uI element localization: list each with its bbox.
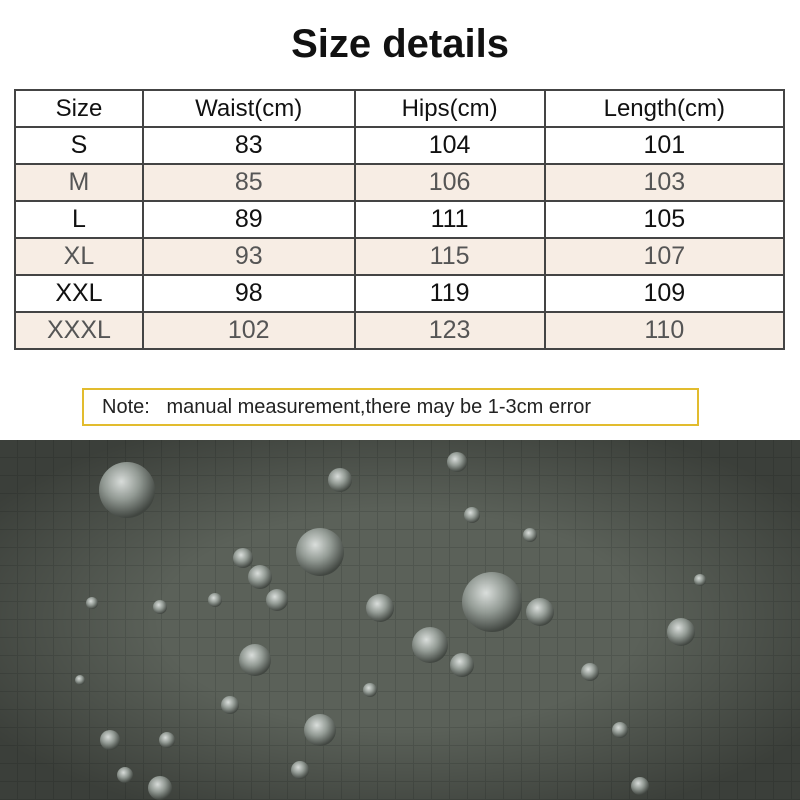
water-droplet <box>581 663 599 681</box>
water-droplet <box>99 462 155 518</box>
water-droplet <box>291 761 309 779</box>
table-cell: 93 <box>141 237 356 276</box>
water-droplet <box>117 767 133 783</box>
note-text: Note: manual measurement,there may be 1-… <box>102 396 592 418</box>
table-cell: 85 <box>141 163 356 202</box>
table-row: XL 93 115 107 <box>14 237 786 276</box>
table-cell: 110 <box>543 311 786 350</box>
table-cell: S <box>14 126 144 165</box>
water-droplet <box>153 600 167 614</box>
header-cell: Size <box>14 89 144 128</box>
water-droplet <box>75 675 85 685</box>
water-droplet <box>221 696 239 714</box>
header-cell: Length(cm) <box>543 89 786 128</box>
table-cell: L <box>14 200 144 239</box>
water-droplet <box>412 627 448 663</box>
water-droplet <box>266 589 288 611</box>
water-droplet <box>631 777 649 795</box>
table-cell: 111 <box>353 200 546 239</box>
water-droplet <box>526 598 554 626</box>
header-cell: Hips(cm) <box>353 89 546 128</box>
water-droplet <box>296 528 344 576</box>
table-cell: 115 <box>353 237 546 276</box>
table-cell: 123 <box>353 311 546 350</box>
water-droplet <box>667 618 695 646</box>
table-header-row: Size Waist(cm) Hips(cm) Length(cm) <box>14 89 786 128</box>
water-droplet <box>328 468 352 492</box>
water-droplet <box>148 776 172 800</box>
water-droplet <box>462 572 522 632</box>
table-cell: 98 <box>141 274 356 313</box>
table-row: M 85 106 103 <box>14 163 786 202</box>
table-cell: XXL <box>14 274 144 313</box>
fabric-water-droplets-image <box>0 440 800 800</box>
water-droplet <box>363 683 377 697</box>
water-droplet <box>100 730 120 750</box>
water-droplet <box>523 528 537 542</box>
water-droplet <box>86 597 98 609</box>
table-row: XXL 98 119 109 <box>14 274 786 313</box>
table-cell: 109 <box>543 274 786 313</box>
header-cell: Waist(cm) <box>141 89 356 128</box>
water-droplet <box>304 714 336 746</box>
page-title: Size details <box>291 22 509 66</box>
table-row: L 89 111 105 <box>14 200 786 239</box>
table-cell: 107 <box>543 237 786 276</box>
water-droplet <box>159 732 175 748</box>
water-droplet <box>248 565 272 589</box>
table-cell: 119 <box>353 274 546 313</box>
table-cell: M <box>14 163 144 202</box>
table-row: S 83 104 101 <box>14 126 786 165</box>
water-droplet <box>450 653 474 677</box>
table-cell: 102 <box>141 311 356 350</box>
water-droplet <box>208 593 222 607</box>
size-table: Size Waist(cm) Hips(cm) Length(cm) S 83 10… <box>14 89 786 350</box>
table-cell: 106 <box>353 163 546 202</box>
table-cell: 83 <box>141 126 356 165</box>
table-row: XXXL 102 123 110 <box>14 311 786 350</box>
table-cell: 89 <box>141 200 356 239</box>
water-droplet <box>233 548 253 568</box>
table-cell: XXXL <box>14 311 144 350</box>
table-cell: 104 <box>353 126 546 165</box>
water-droplet <box>239 644 271 676</box>
table-cell: 105 <box>543 200 786 239</box>
table-cell: XL <box>14 237 144 276</box>
table-cell: 101 <box>543 126 786 165</box>
measurement-note: Note: manual measurement,there may be 1-… <box>82 388 699 426</box>
water-droplet <box>612 722 628 738</box>
water-droplet <box>366 594 394 622</box>
water-droplet <box>447 452 467 472</box>
table-cell: 103 <box>543 163 786 202</box>
water-droplet <box>464 507 480 523</box>
water-droplet <box>694 574 706 586</box>
